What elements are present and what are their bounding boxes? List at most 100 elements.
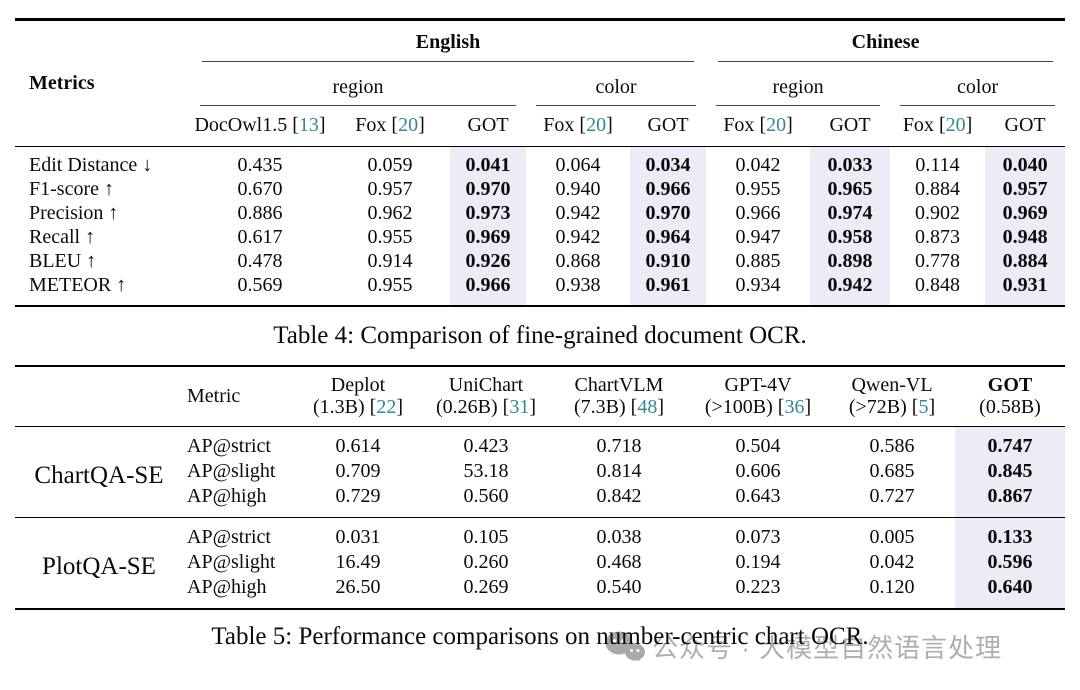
model-header-row: Metric Deplot (1.3B) [22] UniChart (0.26B) … xyxy=(15,366,1065,427)
model-name: GOT xyxy=(987,374,1033,396)
value-cell: 0.942 xyxy=(555,202,601,224)
benchmark-name: ChartQA-SE xyxy=(34,462,164,489)
value-cell: 0.120 xyxy=(869,576,915,598)
table-row: Edit Distance ↓ 0.435 0.059 0.041 0.064 0.034… xyxy=(15,146,1066,177)
value-cell: 0.940 xyxy=(555,178,601,200)
value-cell: 0.064 xyxy=(555,154,601,176)
metric-label: AP@strict xyxy=(187,435,271,457)
value-cell: 0.031 xyxy=(295,517,421,550)
value-cell: 0.569 xyxy=(237,274,283,296)
model-column-header: GOT xyxy=(630,106,707,147)
metric-label: BLEU ↑ xyxy=(29,250,97,272)
value-cell: 0.114 xyxy=(915,154,960,176)
value-cell: 0.961 xyxy=(630,273,707,306)
metric-label: AP@high xyxy=(187,485,267,507)
model-column-header: GOT (0.58B) xyxy=(955,366,1065,427)
citation-link[interactable]: 20 xyxy=(945,114,966,136)
table-row: Precision ↑ 0.886 0.962 0.973 0.942 0.970 0.96… xyxy=(15,201,1066,225)
value-cell: 0.727 xyxy=(869,485,915,507)
group-header-row: Metrics English Chinese xyxy=(15,19,1065,147)
value-cell: 0.223 xyxy=(735,576,781,598)
citation-link[interactable]: 20 xyxy=(398,114,419,136)
value-cell: 0.970 xyxy=(630,201,707,225)
value-cell: 0.133 xyxy=(955,517,1065,550)
model-column-header: GOT xyxy=(810,106,891,147)
value-cell: 0.540 xyxy=(596,576,642,598)
model-size: (7.3B) [48] xyxy=(573,396,664,418)
value-cell: 0.974 xyxy=(810,201,891,225)
value-cell: 0.966 xyxy=(735,202,781,224)
value-cell: 0.560 xyxy=(463,485,509,507)
value-cell: 0.910 xyxy=(630,249,707,273)
group-header-chinese: Chinese xyxy=(706,20,1065,62)
value-cell: 0.709 xyxy=(335,460,381,482)
value-cell: 0.478 xyxy=(237,250,283,272)
value-cell: 53.18 xyxy=(463,460,509,482)
table-row: METEOR ↑ 0.569 0.955 0.966 0.938 0.961 0.934 0.… xyxy=(15,273,1066,306)
value-cell: 0.885 xyxy=(735,250,781,272)
value-cell: 0.105 xyxy=(421,517,551,550)
value-cell: 0.958 xyxy=(810,225,891,249)
subgroup-header-english-region: region xyxy=(190,62,526,106)
model-column-header: Qwen-VL (>72B) [5] xyxy=(829,366,955,427)
citation-link[interactable]: 20 xyxy=(766,114,787,136)
model-header-row: DocOwl1.5 [13] Fox [20] GOT Fox [20] GOT Fox … xyxy=(15,106,1066,147)
group-label: Chinese xyxy=(851,31,920,53)
value-cell: 0.033 xyxy=(810,146,891,177)
benchmark-name: PlotQA-SE xyxy=(15,517,183,609)
empty-corner-cell xyxy=(15,366,183,427)
value-cell: 0.942 xyxy=(810,273,891,306)
model-size: (0.26B) [31] xyxy=(435,396,536,418)
value-cell: 0.729 xyxy=(335,485,381,507)
value-cell: 0.938 xyxy=(555,274,601,296)
value-cell: 0.747 xyxy=(955,426,1065,459)
value-cell: 0.504 xyxy=(735,435,781,457)
value-cell: 0.586 xyxy=(869,435,915,457)
value-cell: 0.073 xyxy=(687,517,829,550)
value-cell: 0.269 xyxy=(463,576,509,598)
citation-link[interactable]: 13 xyxy=(298,114,319,136)
value-cell: 0.596 xyxy=(955,550,1065,575)
value-cell: 0.942 xyxy=(555,226,601,248)
value-cell: 0.966 xyxy=(630,177,707,201)
citation-link[interactable]: 36 xyxy=(784,396,805,418)
value-cell: 0.814 xyxy=(596,460,642,482)
metric-label: Edit Distance ↓ xyxy=(29,154,153,176)
value-cell: 0.848 xyxy=(915,274,961,296)
table-row: AP@slight 16.49 0.260 0.468 0.194 0.042 0.596 xyxy=(15,550,1065,575)
table4-caption: Table 4: Comparison of fine-grained docu… xyxy=(273,322,807,349)
citation-link[interactable]: 22 xyxy=(376,396,397,418)
table-row: ChartQA-SE AP@strict 0.614 0.423 0.718 0.504 0… xyxy=(15,426,1065,488)
model-name: GPT-4V xyxy=(724,374,792,396)
group-header-english: English xyxy=(190,20,706,62)
citation-link[interactable]: 5 xyxy=(918,396,929,418)
metric-label: AP@slight xyxy=(187,551,276,573)
metric-label: Precision ↑ xyxy=(29,202,119,224)
value-cell: 0.931 xyxy=(985,273,1066,306)
table-row: BLEU ↑ 0.478 0.914 0.926 0.868 0.910 0.885 0.89… xyxy=(15,249,1066,273)
table-row: AP@high 0.729 0.560 0.842 0.643 0.727 0.867 xyxy=(15,484,1065,518)
citation-link[interactable]: 31 xyxy=(509,396,530,418)
value-cell: 0.914 xyxy=(367,250,413,272)
value-cell: 0.038 xyxy=(551,517,687,550)
value-cell: 0.964 xyxy=(630,225,707,249)
model-column-header: ChartVLM (7.3B) [48] xyxy=(551,366,687,427)
value-cell: 0.845 xyxy=(955,459,1065,484)
model-column-header: DocOwl1.5 [13] xyxy=(190,106,330,147)
subgroup-label: region xyxy=(332,76,384,98)
value-cell: 0.260 xyxy=(463,551,509,573)
value-cell: 0.955 xyxy=(367,274,413,296)
value-cell: 0.886 xyxy=(237,202,283,224)
subgroup-label: color xyxy=(595,76,637,98)
value-cell: 0.948 xyxy=(985,225,1066,249)
citation-link[interactable]: 20 xyxy=(586,114,607,136)
value-cell: 0.041 xyxy=(450,146,526,177)
table-row: F1-score ↑ 0.670 0.957 0.970 0.940 0.966 0.955… xyxy=(15,177,1066,201)
model-column-header: Fox [20] xyxy=(706,106,811,147)
citation-link[interactable]: 48 xyxy=(637,396,658,418)
metric-label: AP@strict xyxy=(183,517,295,550)
metric-column-header: Metric xyxy=(183,366,295,427)
value-cell: 0.970 xyxy=(450,177,526,201)
model-size: (1.3B) [22] xyxy=(312,396,403,418)
